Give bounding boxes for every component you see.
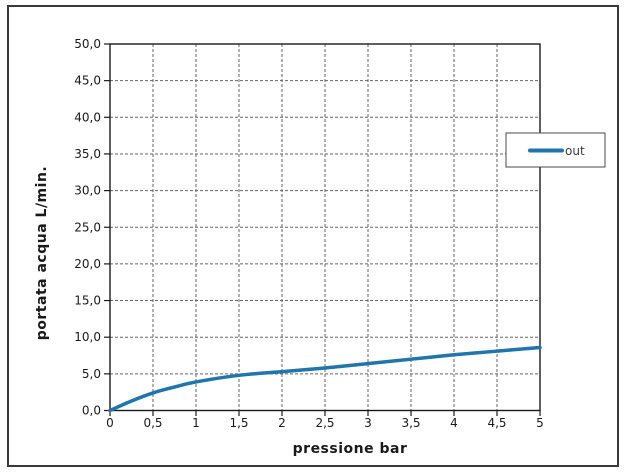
series-line-out (108, 345, 542, 413)
x-tick-label: 3 (364, 416, 372, 430)
x-tick-label: 4 (450, 416, 458, 430)
y-tick-label: 25,0 (74, 220, 101, 234)
x-tick-label: 3,5 (401, 416, 420, 430)
x-tick-label: 0 (106, 416, 114, 430)
x-tick-label: 1 (192, 416, 200, 430)
plot-area: 0 0,5 1 1,5 2 2,5 3 3,5 4 4,5 50,05,010,015,020,02… (74, 37, 544, 430)
x-tick-label: 1,5 (229, 416, 248, 430)
x-tick-label: 2,5 (315, 416, 334, 430)
y-tick-label: 10,0 (74, 330, 101, 344)
y-tick-label: 20,0 (74, 257, 101, 271)
series-out (108, 345, 542, 413)
legend: out (505, 132, 606, 168)
y-tick-label: 0,0 (82, 404, 101, 418)
x-tick-label: 0,5 (143, 416, 162, 430)
tick-labels: 0 0,5 1 1,5 2 2,5 3 3,5 4 4,5 50,05,010,015,020,02… (74, 37, 544, 430)
x-axis-title: pressione bar (293, 441, 408, 457)
y-tick-label: 35,0 (74, 147, 101, 161)
x-tick-label: 2 (278, 416, 286, 430)
y-tick-label: 40,0 (74, 110, 101, 124)
x-tick-label: 4,5 (487, 416, 506, 430)
y-tick-label: 50,0 (74, 37, 101, 51)
y-tick-label: 15,0 (74, 294, 101, 308)
y-tick-label: 30,0 (74, 184, 101, 198)
legend-label: out (565, 144, 585, 158)
axis-ticks (104, 43, 541, 416)
x-tick-label: 5 (536, 416, 544, 430)
y-tick-label: 45,0 (74, 74, 101, 88)
y-tick-label: 5,0 (82, 367, 101, 381)
y-axis-title: portata acqua L/min. (34, 166, 50, 340)
gridlines (110, 44, 540, 411)
